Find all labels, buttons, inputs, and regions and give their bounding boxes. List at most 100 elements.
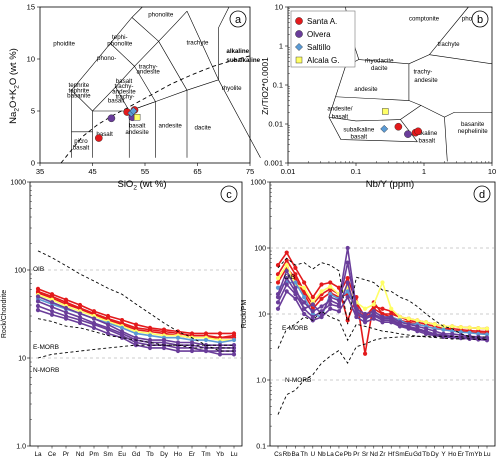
- data-point: [105, 327, 111, 332]
- field-label: phonolite: [107, 40, 133, 47]
- x-tick-label: Eu: [405, 451, 413, 458]
- data-point: [328, 306, 333, 311]
- data-point: [133, 114, 141, 121]
- data-point: [336, 304, 342, 309]
- panel-label: d: [479, 189, 485, 201]
- data-point: [450, 324, 455, 329]
- panel-label-circle: [220, 185, 238, 203]
- data-point: [371, 302, 376, 307]
- data-point: [203, 337, 209, 343]
- x-tick-label: Sm: [103, 451, 113, 458]
- data-point: [380, 306, 385, 311]
- x-tick-label: Gd: [132, 451, 141, 458]
- data-point: [284, 268, 289, 273]
- data-point: [295, 56, 303, 64]
- data-point: [293, 292, 298, 297]
- data-point: [302, 285, 307, 290]
- y-tick-label: 0.1: [273, 81, 283, 90]
- data-point: [362, 316, 368, 321]
- field-label: dacite: [194, 125, 211, 132]
- data-point: [293, 275, 298, 281]
- data-point: [231, 337, 237, 343]
- data-point: [467, 330, 472, 335]
- field-label: basalt: [116, 78, 133, 85]
- field-label: picro: [74, 138, 88, 145]
- data-point: [382, 108, 389, 115]
- x-tick-label: U: [311, 451, 316, 458]
- data-point: [147, 333, 153, 338]
- y-axis-label-part: 2: [14, 108, 21, 112]
- x-tick-label: Zr: [379, 451, 386, 458]
- field-label: trachyte: [186, 39, 209, 46]
- data-point: [380, 311, 385, 317]
- y-tick-label: 0.01: [268, 120, 283, 129]
- data-point: [302, 280, 307, 285]
- data-point: [345, 275, 350, 281]
- y-axis-label: Rock/PM: [241, 300, 248, 329]
- data-point: [107, 114, 116, 123]
- panel-label: b: [477, 14, 483, 26]
- x-tick-label: Er: [458, 451, 465, 458]
- x-axis-label-part: SiO: [117, 179, 133, 190]
- reference-label: E-MORB: [282, 325, 308, 332]
- x-tick-label: Cs: [274, 451, 282, 458]
- data-point: [147, 345, 153, 351]
- reference-label: N-MORB: [33, 367, 59, 374]
- data-point: [91, 322, 97, 327]
- field-label: andesite: [125, 129, 149, 136]
- data-point: [105, 322, 111, 327]
- data-point: [119, 325, 125, 330]
- y-tick-label: 10: [275, 3, 283, 12]
- field-label: alkaline: [226, 48, 249, 55]
- legend-entry: Olvera: [307, 30, 331, 39]
- data-point: [77, 317, 83, 323]
- data-point: [389, 306, 394, 311]
- field-label: tephrite: [69, 87, 90, 94]
- data-point: [345, 245, 350, 251]
- x-tick-label: 55: [141, 167, 149, 176]
- data-point: [380, 280, 385, 285]
- data-point: [35, 294, 41, 299]
- field-boundary: [358, 6, 469, 65]
- field-label: comptonite: [409, 16, 440, 23]
- data-point: [302, 311, 307, 317]
- data-point: [362, 311, 368, 317]
- data-point: [275, 300, 281, 305]
- y-tick-label: 1000: [10, 180, 26, 187]
- data-point: [217, 348, 223, 354]
- legend: Santa A. Olvera Saltillo Alcala G.: [290, 10, 356, 68]
- x-tick-label: Er: [189, 451, 196, 458]
- data-point: [63, 310, 69, 315]
- x-tick-label: Ho: [174, 451, 183, 458]
- y-tick-label: 1: [279, 42, 283, 51]
- data-point: [345, 318, 350, 323]
- x-tick-label: Yb: [216, 451, 224, 458]
- field-label: basalt: [96, 131, 113, 138]
- x-tick-label: Pr: [353, 451, 360, 458]
- legend-entry: Saltillo: [307, 43, 331, 52]
- data-point: [77, 311, 83, 316]
- field-label: andesite: [136, 69, 160, 76]
- data-point: [175, 335, 181, 340]
- x-tick-label: Tm: [201, 451, 210, 458]
- x-tick-label: 65: [193, 167, 201, 176]
- field-label: subalkaline: [343, 126, 375, 133]
- reference-label: E-MORB: [33, 344, 59, 351]
- reference-label: N-MORB: [285, 377, 311, 384]
- data-point: [35, 303, 41, 309]
- data-point: [336, 309, 342, 314]
- field-boundary: [218, 79, 261, 158]
- data-point: [441, 327, 446, 332]
- data-point: [362, 306, 368, 311]
- data-point: [77, 320, 83, 326]
- field-label: phoidite: [53, 40, 75, 47]
- data-point: [302, 306, 307, 311]
- field-label: rhyodacite: [365, 57, 394, 64]
- data-point: [414, 127, 422, 136]
- data-point: [328, 302, 333, 307]
- y-tick-label: 10: [258, 312, 266, 319]
- data-point: [354, 314, 359, 320]
- field-boundary: [400, 105, 422, 120]
- data-point: [319, 289, 324, 294]
- field-label: phonolite: [148, 11, 174, 18]
